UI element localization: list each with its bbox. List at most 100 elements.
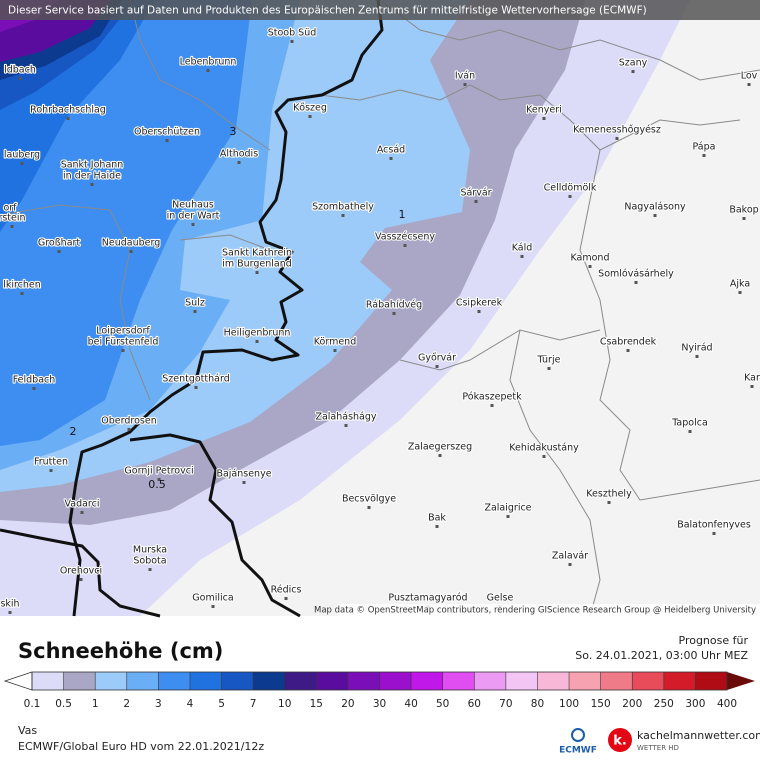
colorbar: 0.1 0.5 1 2 3 4 5 7 10 15 20 30 40 50 60 70 80 100 150 200 2… (3, 671, 755, 710)
place-name: Sulz (185, 298, 205, 309)
ecmwf-text: ECMWF (559, 746, 597, 756)
colorbar-under (3, 671, 33, 691)
place-dot (626, 349, 630, 352)
place-name: Bak (428, 513, 446, 524)
place-dot (615, 137, 619, 140)
place-dot (392, 312, 396, 315)
place-name: Althodis (220, 149, 258, 160)
colorbar-tick-label: 300 (685, 698, 705, 710)
place-name: Kehidakustány (509, 443, 579, 454)
contour-label: 0.5 (148, 478, 166, 491)
colorbar-swatch (126, 672, 159, 690)
place-dot (742, 217, 746, 220)
contour-labels: 1 3 2 0.5 (70, 125, 406, 491)
ecmwf-logo: ECMWF (559, 728, 597, 756)
place-name: Zalaegerszeg (408, 442, 472, 453)
place-name: Pusztamagyaród (388, 593, 467, 604)
place-dot (631, 70, 635, 73)
place-dot (634, 281, 638, 284)
place-dot (520, 255, 524, 258)
place-name: Murska (133, 545, 167, 556)
colorbar-swatch (189, 672, 222, 690)
place-dot (242, 481, 246, 484)
place-dot (403, 244, 407, 247)
place-dot (688, 430, 692, 433)
colorbar-tick-label: 4 (187, 698, 194, 710)
colorbar-tick-label: 400 (717, 698, 737, 710)
ecmwf-icon (571, 728, 585, 742)
colorbar-tick-label: 150 (591, 698, 611, 710)
colorbar-tick-label: 3 (155, 698, 162, 710)
colorbar-swatch (221, 672, 254, 690)
place-dot (506, 515, 510, 518)
place-dot (80, 511, 84, 514)
place-name: Kemenesshőgyész (573, 125, 661, 136)
place-dot (435, 525, 439, 528)
colorbar-swatch (569, 672, 601, 690)
place-dot (10, 225, 14, 228)
place-name: Rohrbachschlag (30, 105, 106, 116)
colorbar-swatch (253, 672, 285, 690)
colorbar-tick-label: 60 (468, 698, 481, 710)
place-name: Zalaháshágy (315, 412, 376, 423)
place-name: Vasszécseny (375, 232, 435, 243)
place-dot (477, 310, 481, 313)
place-name: Tapolca (671, 418, 708, 429)
attribution-text: Map data © OpenStreetMap contributors, r… (314, 606, 756, 616)
place-name: Zalaigrice (484, 503, 531, 514)
place-name: Körmend (314, 337, 356, 348)
colorbar-over (727, 672, 755, 690)
place-dot (90, 183, 94, 186)
place-dot (193, 310, 197, 313)
place-name: Szombathely (312, 202, 374, 213)
place-name: Csipkerek (456, 298, 503, 309)
place-dot (542, 117, 546, 120)
place-name: Pápa (693, 142, 716, 153)
place-dot (750, 385, 754, 388)
colorbar-tick-label: 2 (123, 698, 130, 710)
place-name: Kamond (570, 253, 609, 264)
colorbar-swatch (32, 672, 64, 690)
place-dot (547, 367, 551, 370)
place-dot (463, 83, 467, 86)
forecast-time: So. 24.01.2021, 03:00 Uhr MEZ (575, 649, 748, 662)
place-name: Großhart (38, 238, 81, 249)
banner-bar (0, 0, 760, 20)
place-name: ldbach (4, 65, 36, 76)
place-name: Türje (537, 355, 561, 366)
place-dot (57, 250, 61, 253)
place-dot (438, 454, 442, 457)
colorbar-swatch (316, 672, 348, 690)
place-dot (290, 40, 294, 43)
place-name: Kőszeg (293, 103, 327, 114)
regional-border (379, 0, 760, 81)
place-dot (32, 387, 36, 390)
place-name: Nagyalásony (624, 202, 686, 213)
place-name: Gornji Petrovci (124, 466, 193, 477)
colorbar-swatch (663, 672, 696, 690)
place-dot (712, 532, 716, 535)
place-name: Kar (744, 373, 760, 384)
place-name: Bajánsenye (216, 469, 271, 480)
colorbar-swatch (505, 672, 538, 690)
colorbar-swatch (632, 672, 664, 690)
country-border (0, 528, 161, 618)
colorbar-swatch (63, 672, 96, 690)
legend-title: Schneehöhe (cm) (18, 639, 223, 663)
place-dot (284, 597, 288, 600)
site-name: kachelmannwetter.com (637, 729, 760, 742)
colorbar-swatch (474, 672, 506, 690)
place-name: Heiligenbrunn (224, 328, 291, 339)
place-name: Kenyeri (526, 105, 562, 116)
place-name: Szany (619, 58, 648, 69)
place-name: Csabrendek (600, 337, 657, 348)
place-dot (20, 292, 24, 295)
regional-border (179, 234, 271, 251)
model-run: ECMWF/Global Euro HD vom 22.01.2021/12z (18, 740, 264, 753)
colorbar-tick-label: 250 (654, 698, 674, 710)
kachelmann-logo: k. kachelmannwetter.com WETTER HD (608, 728, 760, 752)
place-name: Szentgotthárd (162, 374, 230, 385)
place-dot (474, 200, 478, 203)
colorbar-swatch (379, 672, 412, 690)
colorbar-tick-label: 5 (218, 698, 225, 710)
